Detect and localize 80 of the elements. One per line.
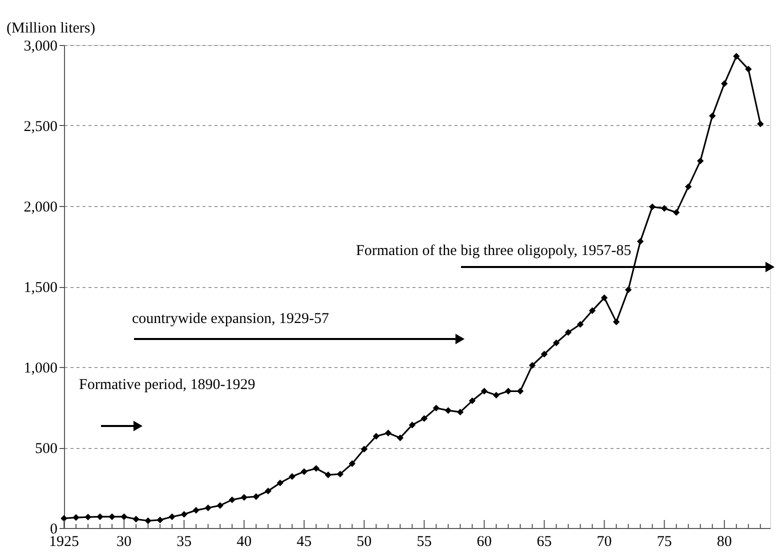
point — [408, 422, 416, 428]
point — [204, 504, 212, 512]
x-tick-label: 40 — [236, 534, 252, 550]
point — [168, 513, 176, 520]
point — [721, 80, 728, 87]
point — [372, 432, 380, 440]
point — [624, 286, 632, 294]
point — [444, 407, 452, 414]
y-tick-label: 500 — [35, 441, 58, 457]
point — [745, 66, 752, 73]
point — [552, 339, 560, 346]
point — [192, 506, 200, 514]
point — [468, 397, 476, 404]
point — [96, 513, 104, 520]
point — [456, 408, 464, 416]
point — [600, 294, 608, 302]
annotation: Formation of the big three oligopoly, 1957-85 — [356, 243, 632, 259]
point — [420, 415, 428, 422]
point — [300, 468, 308, 476]
x-tick-label: 60 — [476, 534, 492, 550]
point — [348, 460, 356, 467]
point — [672, 209, 680, 216]
point — [697, 158, 704, 164]
point — [84, 514, 92, 520]
point — [648, 203, 656, 210]
annotation: countrywide expansion, 1929-57 — [132, 311, 330, 327]
y-tick-label: 1,500 — [24, 280, 58, 296]
point — [504, 388, 512, 395]
annotation: Formative period, 1890-1929 — [79, 377, 256, 393]
point — [120, 513, 128, 520]
x-tick-label: 75 — [656, 534, 672, 550]
point — [240, 494, 248, 501]
x-tick-label: 65 — [536, 534, 552, 550]
x-tick-label: 30 — [116, 534, 132, 550]
point — [757, 120, 764, 128]
y-tick-label: 3,000 — [24, 38, 58, 54]
point — [252, 493, 260, 500]
point — [384, 430, 392, 436]
point — [733, 52, 740, 60]
point — [612, 318, 620, 326]
y-tick-label: 2,000 — [24, 200, 58, 216]
point — [480, 388, 488, 395]
point — [288, 473, 296, 480]
point — [60, 514, 68, 522]
point — [336, 470, 344, 478]
x-tick-label: 80 — [716, 534, 732, 550]
point — [588, 307, 596, 314]
x-tick-label: 70 — [596, 534, 612, 550]
x-tick-label: 45 — [296, 534, 312, 550]
x-tick-label: 50 — [356, 534, 372, 550]
point — [396, 434, 404, 442]
point — [492, 392, 500, 399]
point — [564, 329, 572, 336]
point — [132, 516, 140, 522]
point — [528, 362, 536, 369]
point — [660, 205, 668, 212]
point — [228, 496, 236, 504]
point — [432, 404, 440, 412]
point — [516, 388, 524, 395]
point — [156, 516, 164, 524]
point — [72, 514, 80, 521]
y-tick-label: 1,000 — [24, 360, 58, 376]
point — [709, 112, 716, 120]
point — [324, 472, 332, 478]
point — [276, 480, 284, 486]
point — [264, 488, 272, 494]
point — [685, 183, 692, 190]
point — [216, 502, 224, 509]
point — [180, 510, 188, 518]
point — [108, 513, 116, 520]
point — [540, 350, 548, 358]
point — [636, 238, 644, 245]
point — [360, 446, 368, 452]
x-tick-label: 35 — [176, 534, 192, 550]
point — [312, 465, 320, 472]
x-tick-label: 55 — [416, 534, 432, 550]
y-axis-title: (Million liters) — [6, 20, 96, 36]
point — [144, 517, 152, 524]
y-tick-label: 2,500 — [24, 119, 58, 135]
point — [576, 320, 584, 328]
